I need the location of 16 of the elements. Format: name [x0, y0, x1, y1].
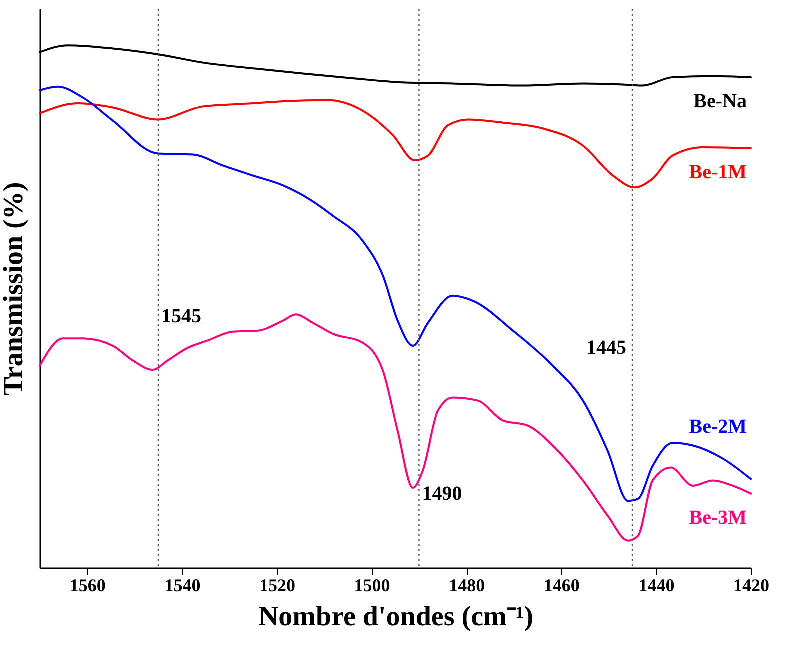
series-label: Be-2M: [689, 416, 748, 438]
x-tick-label: 1440: [638, 576, 675, 596]
x-tick-label: 1480: [449, 576, 486, 596]
x-tick-label: 1520: [260, 576, 296, 596]
x-tick-label: 1500: [354, 576, 390, 596]
y-axis-title: Transmission (%): [0, 182, 30, 396]
annotation: 1545: [162, 306, 202, 328]
x-tick-label: 1540: [164, 576, 201, 596]
annotation: 1445: [586, 337, 626, 360]
x-tick-label: 1460: [544, 576, 580, 596]
series-label: Be-3M: [689, 506, 748, 529]
annotation: 1490: [422, 482, 462, 505]
series-label: Be-1M: [689, 161, 748, 184]
x-tick-label: 1420: [734, 576, 770, 596]
series-label: Be-Na: [694, 90, 747, 112]
x-tick-label: 1560: [70, 576, 106, 596]
